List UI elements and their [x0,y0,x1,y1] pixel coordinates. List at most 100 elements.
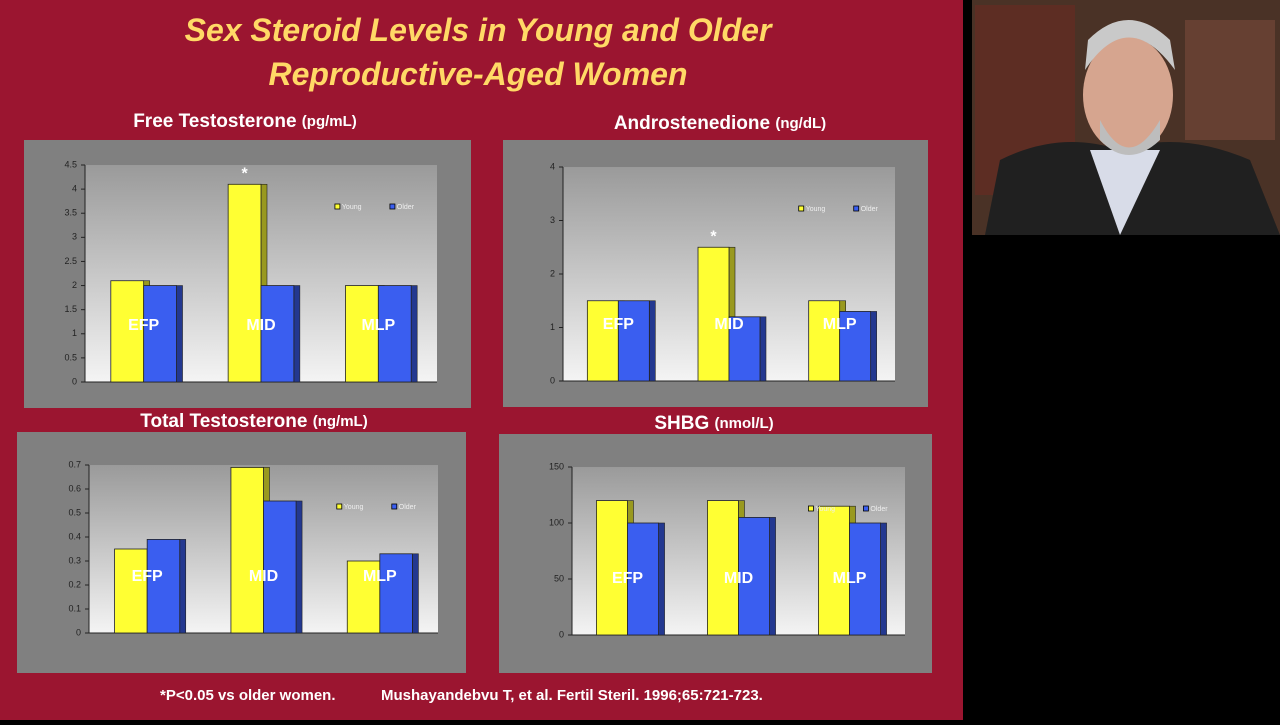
bar [379,553,413,634]
chart-title: Androstenedione (ng/dL) [614,113,826,134]
chart: SHBG (nmol/L) 0 50 100 150 EFP MID MLP Young Olde… [499,413,932,673]
chart: Androstenedione (ng/dL) 0 1 2 3 4 EFP * MID MLP Yo… [503,113,928,407]
footnote-citation: Mushayandebvu T, et al. Fertil Steril. 1… [381,687,763,704]
y-tick-label: 4.5 [64,159,77,169]
bar [143,285,177,383]
bar [808,300,841,382]
y-tick-label: 0 [559,629,564,639]
chart-title-text: Free Testosterone [133,111,296,132]
bar [617,300,650,382]
y-tick-label: 50 [554,573,564,583]
y-tick-label: 0 [72,376,77,386]
bar [110,280,145,383]
legend-swatch [389,203,396,210]
chart-title-text: SHBG [654,413,709,434]
y-tick-label: 1 [550,322,555,332]
bar-side [649,300,656,382]
y-tick-label: 3.5 [64,208,77,218]
legend-swatch [336,503,343,510]
bar [627,522,659,636]
chart-units: (pg/mL) [302,113,357,130]
bar [596,500,628,636]
legend-label: Older [861,206,879,213]
y-tick-label: 3 [72,232,77,242]
legend-label: Young [344,504,364,511]
y-tick-label: 2 [72,280,77,290]
chart: Free Testosterone (pg/mL) 0 0.5 1 1.5 2 2.5 3 3.… [24,111,471,408]
bar [146,539,181,634]
category-label: MID [714,316,743,333]
category-label: MLP [833,570,867,587]
bar [849,522,881,636]
chart-title: Total Testosterone (ng/mL) [140,411,367,432]
chart: Total Testosterone (ng/mL) 0 0.1 0.2 0.3 0.4 0… [17,411,466,673]
bar-side [759,316,767,382]
slide-title: Sex Steroid Levels in Young and Older Rep… [185,12,773,92]
chart-title-text: Androstenedione [614,113,770,134]
legend-label: Older [397,204,415,211]
bar [839,311,872,382]
bar-side [179,539,187,634]
y-tick-label: 4 [72,183,77,193]
chart-units: (ng/dL) [775,115,826,132]
y-tick-label: 0 [76,627,81,637]
y-tick-label: 0.5 [64,352,77,362]
category-label: MLP [823,316,857,333]
category-label: MID [249,568,278,585]
bar [260,285,295,383]
bar-side [295,500,303,634]
category-label: EFP [128,317,159,334]
chart-title: SHBG (nmol/L) [654,413,773,434]
category-label: MID [724,570,753,587]
bar [728,316,761,382]
y-tick-label: 0.2 [68,579,81,589]
y-tick-label: 2.5 [64,256,77,266]
legend-swatch [863,505,869,512]
chart-units: (nmol/L) [715,415,774,432]
legend-swatch [808,505,814,512]
bar-side [870,311,877,382]
bar-side [176,285,183,383]
significance-marker: * [710,228,717,245]
bar-side [769,517,776,636]
bar-side [293,285,301,383]
legend-label: Older [870,506,888,513]
bar [697,246,730,382]
bar-side [658,522,665,636]
legend-label: Young [815,506,835,513]
y-tick-label: 0.3 [68,555,81,565]
legend-swatch [391,503,398,510]
legend-label: Young [806,206,826,213]
y-tick-label: 0.1 [68,603,81,613]
y-tick-label: 0.6 [68,483,81,493]
y-tick-label: 0.4 [68,531,81,541]
chart-title: Free Testosterone (pg/mL) [133,111,357,132]
bar [346,560,381,634]
bar [345,285,379,383]
legend-label: Young [342,204,362,211]
bar [707,500,739,636]
bar [263,500,297,634]
y-tick-label: 4 [550,161,555,171]
y-tick-label: 100 [549,517,564,527]
webcam [972,0,1280,235]
y-tick-label: 0.5 [68,507,81,517]
bar [738,517,770,636]
bar [818,505,850,636]
bar-side [412,553,419,634]
legend-swatch [853,205,860,212]
y-tick-label: 1.5 [64,304,77,314]
y-tick-label: 2 [550,268,555,278]
bar-side [880,522,887,636]
footnote-significance: *P<0.05 vs older women. [160,687,336,704]
y-tick-label: 150 [549,461,564,471]
category-label: MID [246,317,275,334]
significance-marker: * [241,166,248,183]
legend-swatch [334,203,341,210]
chart-units: (ng/mL) [313,413,368,430]
bar [586,300,619,382]
y-tick-label: 0 [550,375,555,385]
chart-title-text: Total Testosterone [140,411,307,432]
category-label: EFP [603,316,634,333]
